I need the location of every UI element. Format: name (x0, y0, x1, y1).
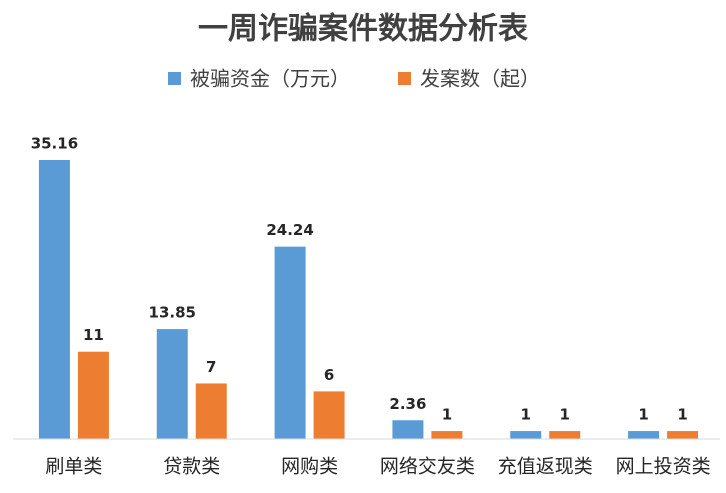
value-label: 1 (638, 406, 648, 424)
legend-swatch (398, 72, 411, 85)
value-label: 7 (206, 358, 216, 376)
value-label: 13.85 (149, 304, 196, 322)
value-label: 35.16 (31, 135, 78, 153)
bar (431, 431, 463, 439)
x-tick-label: 网络交友类 (380, 456, 475, 478)
bar (313, 391, 345, 439)
value-label: 6 (324, 366, 334, 384)
legend-label: 被骗资金（万元） (190, 67, 350, 91)
value-label: 1 (521, 406, 531, 424)
legend-swatch (168, 72, 181, 85)
bar (628, 431, 660, 439)
bar (195, 383, 227, 439)
value-label: 1 (677, 406, 687, 424)
x-tick-label: 充值返现类 (498, 456, 593, 478)
x-tick-label: 网上投资类 (616, 456, 711, 478)
bar (392, 420, 424, 439)
bar (510, 431, 542, 439)
bar (156, 329, 188, 439)
bar (38, 160, 70, 439)
bar (667, 431, 699, 439)
legend-label: 发案数（起） (420, 67, 540, 91)
value-label: 1 (560, 406, 570, 424)
value-label: 1 (442, 406, 452, 424)
bar (77, 351, 109, 439)
bar (549, 431, 581, 439)
x-tick-label: 刷单类 (45, 456, 102, 478)
value-label: 2.36 (389, 395, 426, 413)
value-label: 11 (83, 326, 104, 344)
value-label: 24.24 (266, 221, 313, 239)
x-tick-label: 网购类 (281, 456, 338, 478)
bar (274, 246, 306, 439)
chart-title: 一周诈骗案件数据分析表 (198, 12, 528, 47)
x-tick-label: 贷款类 (163, 456, 220, 478)
